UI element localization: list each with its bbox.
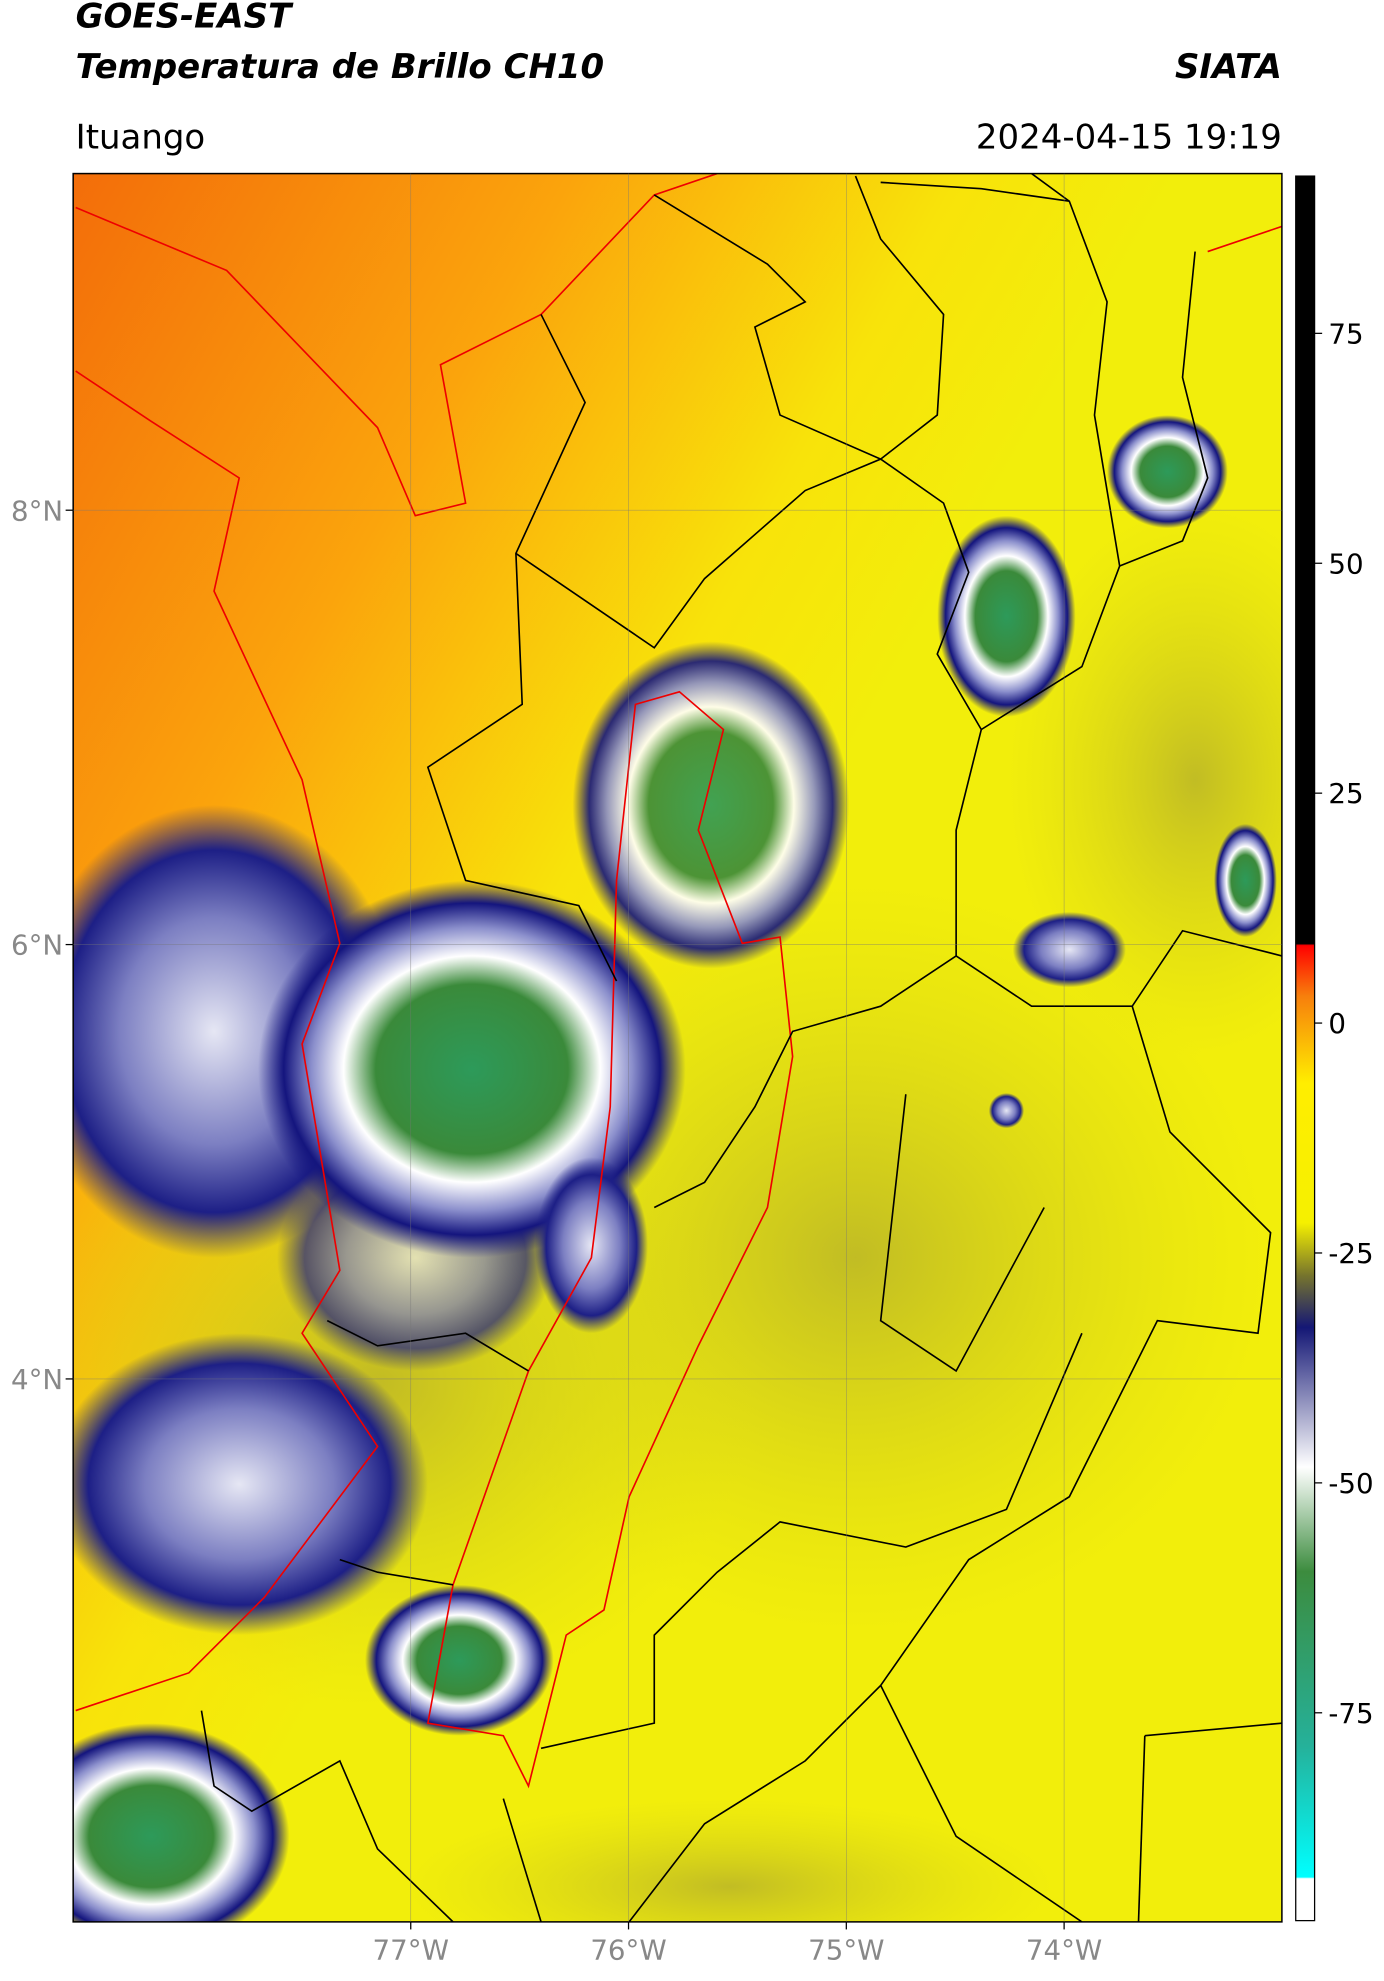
location: Ituango bbox=[76, 117, 206, 157]
map-image bbox=[73, 173, 1282, 1922]
title-1: GOES-EAST bbox=[76, 0, 294, 37]
colorbar bbox=[1295, 175, 1316, 1922]
graticule: 77°W 76°W 75°W 74°W 8°N 6°N 4°N bbox=[11, 173, 1282, 1967]
colorbar-label: -25 bbox=[1328, 1237, 1373, 1270]
lon-label: 74°W bbox=[1026, 1934, 1102, 1967]
lon-label: 75°W bbox=[808, 1934, 884, 1967]
colorbar-label: -50 bbox=[1328, 1467, 1373, 1500]
colorbar-label: 50 bbox=[1328, 547, 1363, 580]
colorbar-label: 75 bbox=[1328, 317, 1363, 350]
colorbar-label: 0 bbox=[1328, 1007, 1346, 1040]
source: SIATA bbox=[1175, 47, 1282, 87]
datetime: 2024-04-15 19:19 bbox=[976, 117, 1282, 157]
lat-label: 6°N bbox=[11, 929, 63, 962]
lon-label: 77°W bbox=[373, 1934, 449, 1967]
title-2: Temperatura de Brillo CH10 bbox=[76, 47, 604, 87]
colorbar-label: -75 bbox=[1328, 1697, 1373, 1730]
lat-label: 4°N bbox=[11, 1363, 63, 1396]
lon-label: 76°W bbox=[590, 1934, 666, 1967]
colorbar-ticks: 75 50 25 0 -25 -50 -75 bbox=[1314, 317, 1374, 1730]
map-frame bbox=[72, 172, 1283, 1923]
lat-label: 8°N bbox=[11, 494, 63, 527]
colorbar-label: 25 bbox=[1328, 777, 1363, 810]
